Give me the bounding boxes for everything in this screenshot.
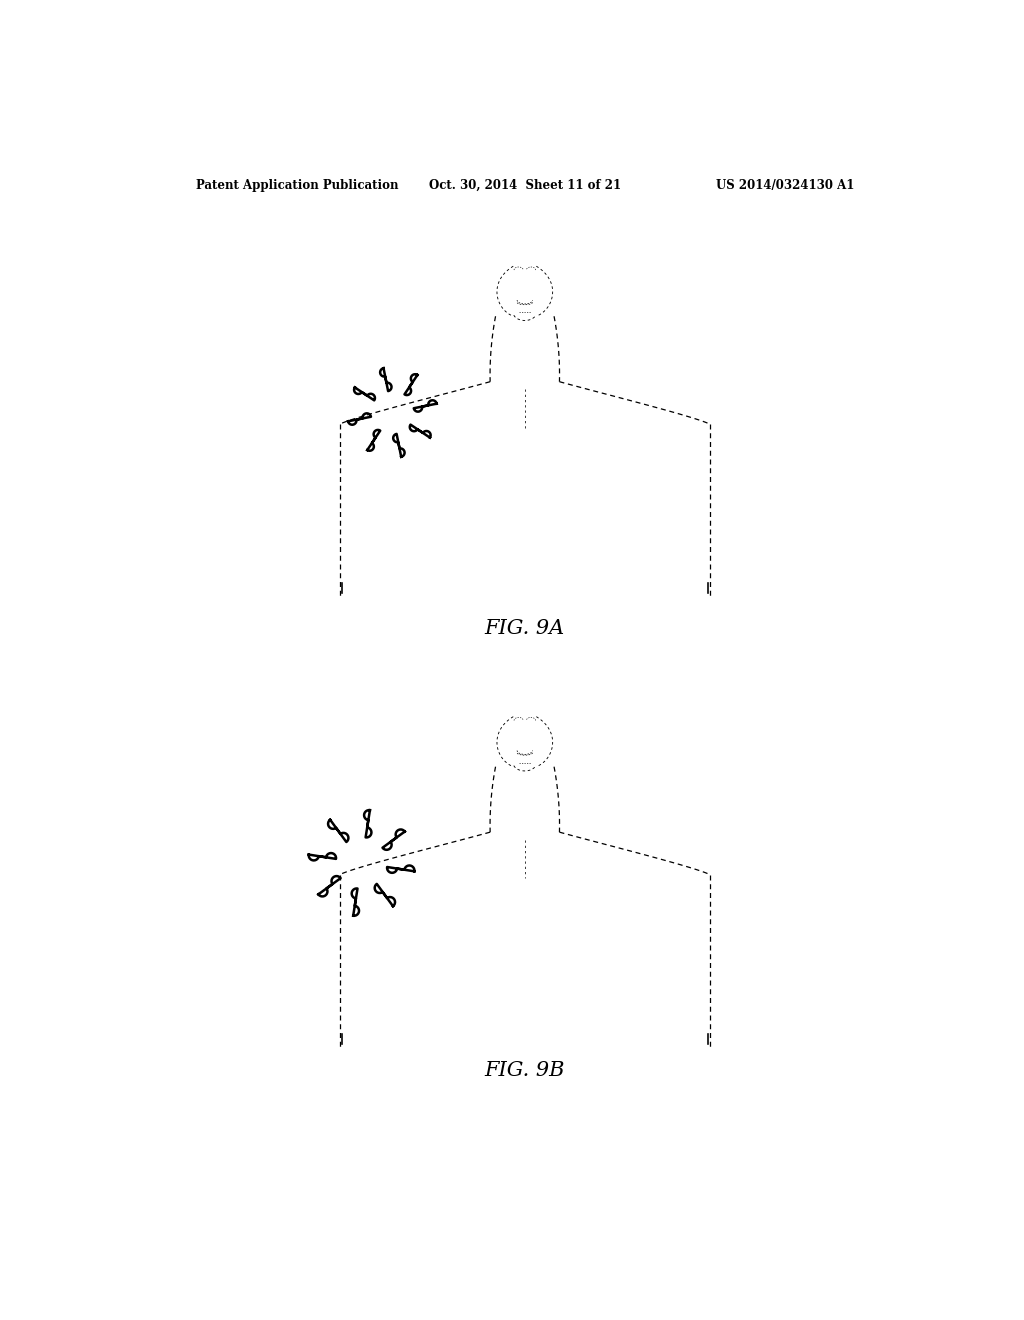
Text: FIG. 9B: FIG. 9B	[484, 1061, 565, 1080]
Text: US 2014/0324130 A1: US 2014/0324130 A1	[716, 180, 854, 193]
Text: Oct. 30, 2014  Sheet 11 of 21: Oct. 30, 2014 Sheet 11 of 21	[429, 180, 621, 193]
Text: FIG. 9A: FIG. 9A	[484, 619, 565, 638]
Text: Patent Application Publication: Patent Application Publication	[196, 180, 398, 193]
